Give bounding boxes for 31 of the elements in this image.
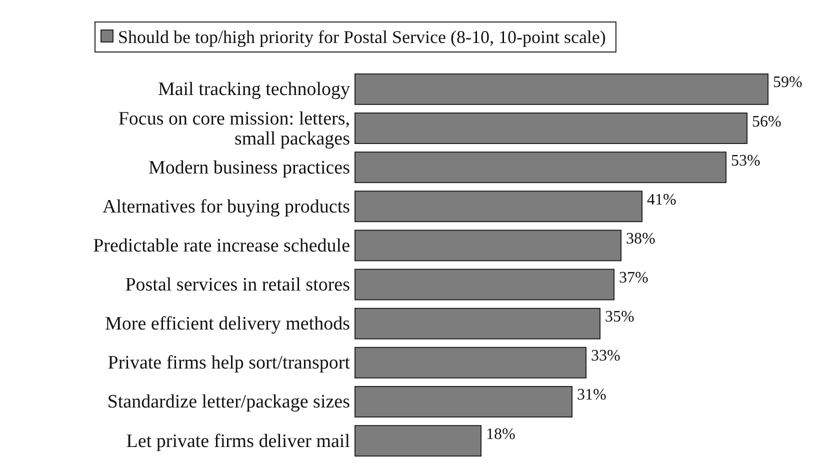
bar [354,230,622,262]
y-tick-label: Focus on core mission: letters, small packages [118,108,350,150]
y-tick-label: More efficient delivery methods [105,314,350,335]
bar [354,73,768,105]
data-label: 38% [626,230,656,248]
y-tick-label: Private firms help sort/transport [108,352,351,374]
bar [354,190,642,222]
data-label: 56% [752,113,782,130]
y-tick-label: Postal services in retail stores [125,274,350,296]
data-label: 37% [619,270,648,287]
y-tick-label: Modern business practices [148,157,350,178]
data-label: 59% [773,74,802,92]
bar [354,346,586,378]
y-tick-label: Let private firms deliver mail [126,430,350,452]
y-tick-label: Mail tracking technology [158,79,350,100]
y-tick-label: Alternatives for buying products [102,196,350,218]
bar [354,152,726,184]
data-label: 41% [647,191,676,208]
y-tick-label: Standardize letter/package sizes [107,392,350,413]
y-tick-label: Predictable rate increase schedule [93,235,350,256]
bar [354,308,600,340]
bar [354,386,572,418]
data-label: 53% [731,152,760,170]
bar [354,112,748,144]
data-label: 35% [605,308,634,326]
data-label: 33% [591,348,620,365]
data-label: 18% [486,426,516,443]
bar [354,268,614,300]
bar [354,425,482,457]
legend-label: Should be top/high priority for Postal Service (8-10, 10-point scale) [118,27,606,47]
data-label: 31% [577,386,606,404]
